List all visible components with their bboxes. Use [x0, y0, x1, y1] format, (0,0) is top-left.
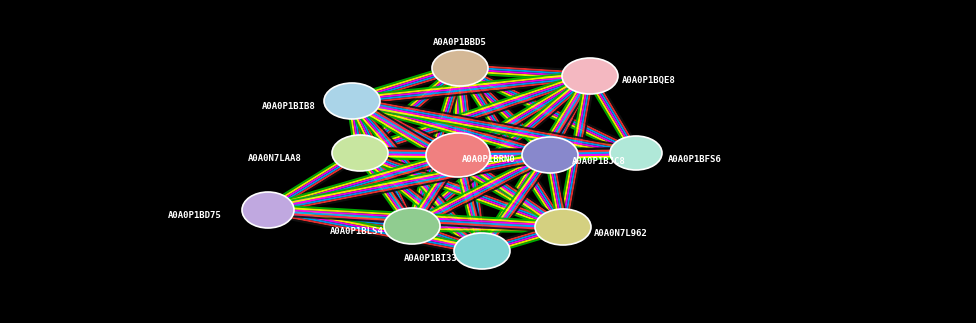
Text: A0A0P1BRN0: A0A0P1BRN0: [462, 155, 515, 164]
Text: A0A0N7L962: A0A0N7L962: [594, 229, 648, 238]
Ellipse shape: [332, 135, 388, 171]
Text: A0A0P1BFS6: A0A0P1BFS6: [668, 155, 721, 164]
Ellipse shape: [562, 58, 618, 94]
Ellipse shape: [384, 208, 440, 244]
Text: A0A0P1BD75: A0A0P1BD75: [168, 211, 222, 220]
Ellipse shape: [426, 133, 490, 177]
Text: A0A0P1BLS4: A0A0P1BLS4: [330, 227, 384, 236]
Ellipse shape: [610, 136, 662, 170]
Text: A0A0P1BBD5: A0A0P1BBD5: [433, 38, 487, 47]
Text: A0A0P1BIB8: A0A0P1BIB8: [263, 102, 316, 111]
Ellipse shape: [522, 137, 578, 173]
Text: A0A0P1BQE8: A0A0P1BQE8: [622, 76, 675, 85]
Ellipse shape: [535, 209, 591, 245]
Text: A0A0P1BI33: A0A0P1BI33: [404, 254, 458, 263]
Ellipse shape: [324, 83, 380, 119]
Ellipse shape: [432, 50, 488, 86]
Text: A0A0P1BJC8: A0A0P1BJC8: [572, 157, 626, 166]
Text: A0A0N7LAA8: A0A0N7LAA8: [248, 154, 302, 163]
Ellipse shape: [242, 192, 294, 228]
Ellipse shape: [454, 233, 510, 269]
